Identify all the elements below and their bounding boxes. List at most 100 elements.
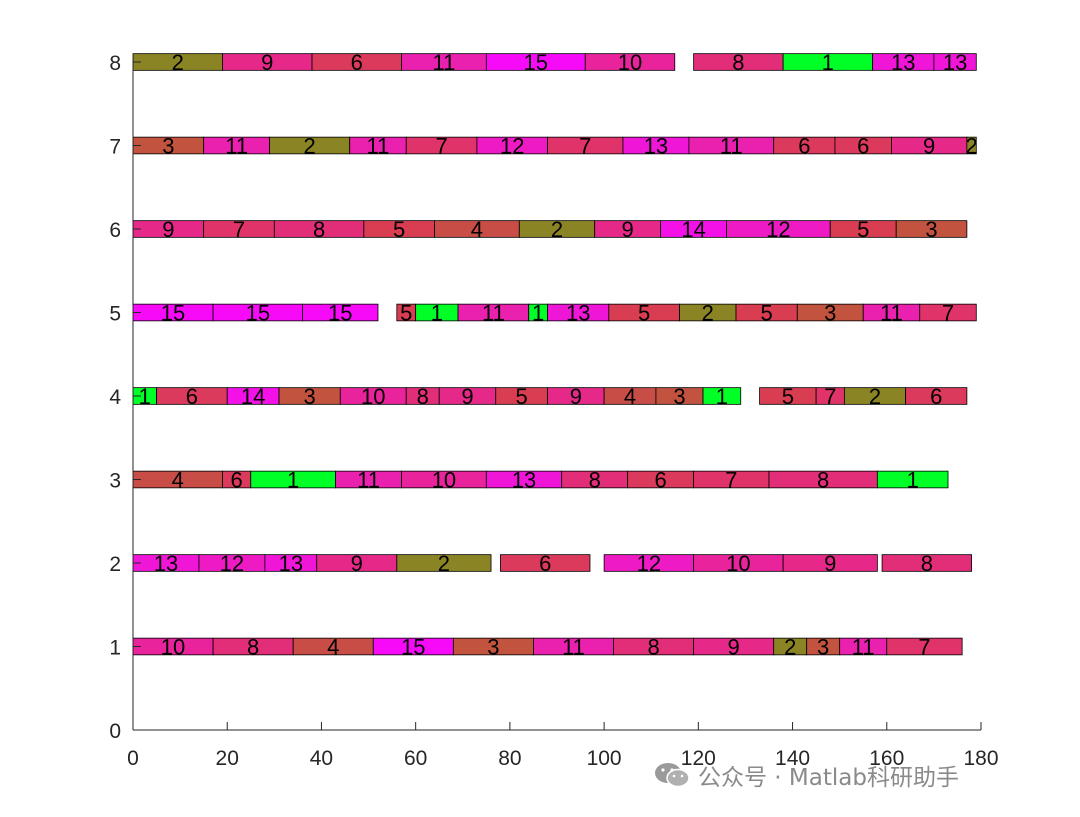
bar-label-m6-t9: 5: [857, 217, 869, 242]
bar-label-m1-t1: 8: [247, 635, 259, 660]
bar-label-m6-t0: 9: [162, 217, 174, 242]
bar-label-m8-t4: 15: [524, 50, 548, 75]
bar-label-m5-t4: 1: [431, 301, 443, 326]
bar-label-m4-t11: 1: [716, 384, 728, 409]
bar-label-m4-t13: 7: [824, 384, 836, 409]
x-tick-label: 80: [498, 747, 521, 770]
bar-label-m5-t5: 11: [482, 301, 505, 326]
bar-label-m1-t9: 3: [817, 635, 829, 660]
bar-m4-t15: [905, 387, 968, 405]
bar-label-m5-t7: 13: [566, 301, 590, 326]
bar-label-m8-t7: 1: [822, 50, 834, 75]
bar-label-m5-t12: 11: [880, 301, 903, 326]
bar-label-m6-t7: 14: [681, 217, 705, 242]
bar-label-m4-t2: 14: [241, 384, 265, 409]
x-tick-label: 0: [127, 747, 139, 770]
bar-m5-t13: [919, 303, 977, 322]
bar-m7-t12: [966, 136, 977, 155]
y-tick-label: 2: [109, 553, 121, 576]
x-tick-label: 100: [587, 747, 622, 770]
bar-label-m4-t0: 1: [139, 384, 151, 409]
y-tick-label: 4: [109, 386, 121, 409]
x-tick-label: 40: [310, 747, 333, 770]
bar-label-m7-t3: 11: [367, 134, 390, 159]
bar-label-m5-t13: 7: [942, 301, 954, 326]
watermark: 公众号 · Matlab科研助手: [652, 758, 959, 792]
bar-label-m8-t9: 13: [943, 50, 967, 75]
bar-label-m5-t1: 15: [246, 301, 270, 326]
bar-label-m4-t1: 6: [186, 384, 198, 409]
bar-label-m4-t9: 4: [624, 384, 636, 409]
y-tick-label: 1: [109, 637, 121, 660]
bar-label-m8-t6: 8: [732, 50, 744, 75]
bar-label-m6-t10: 3: [925, 217, 937, 242]
bar-m2-t4: [396, 554, 492, 572]
wechat-icon: [655, 763, 690, 788]
bar-label-m5-t10: 5: [761, 301, 773, 326]
x-tick-label: 60: [404, 747, 427, 770]
bar-labels-layer: 10 8 4 15 3 11 8 9 2 3 11 713 12 13 9 2 6 12 10 9 84 6 1 11 10 13…: [139, 50, 978, 660]
bar-label-m8-t5: 10: [618, 50, 642, 75]
bar-label-m1-t0: 10: [161, 635, 185, 660]
bar-label-m2-t7: 10: [726, 551, 750, 576]
bar-label-m8-t2: 6: [351, 50, 363, 75]
x-tick-label: 140: [775, 747, 810, 770]
bar-m2-t5: [500, 554, 591, 572]
bar-label-m5-t0: 15: [161, 301, 185, 326]
bar-label-m1-t11: 7: [918, 635, 930, 660]
bar-label-m7-t4: 7: [435, 134, 447, 159]
bar-label-m3-t2: 1: [287, 468, 299, 493]
bar-label-m1-t4: 3: [487, 635, 499, 660]
bar-m3-t10: [876, 470, 949, 489]
y-tick-label: 8: [109, 52, 121, 75]
bar-label-m4-t6: 9: [461, 384, 473, 409]
bar-label-m4-t7: 5: [516, 384, 528, 409]
bar-label-m3-t10: 1: [907, 468, 919, 493]
bar-label-m5-t8: 5: [638, 301, 650, 326]
bars-layer: [132, 53, 977, 656]
bar-label-m4-t14: 2: [869, 384, 881, 409]
bar-m4-t11: [702, 387, 742, 405]
bar-label-m3-t7: 6: [655, 468, 667, 493]
bar-label-m3-t8: 7: [725, 468, 737, 493]
bar-m2-t8: [782, 554, 878, 572]
x-tick-label: 20: [216, 747, 239, 770]
y-tick-label: 3: [109, 470, 121, 493]
bar-label-m4-t4: 10: [361, 384, 385, 409]
watermark-text: 公众号 · Matlab科研助手: [698, 765, 959, 791]
bar-m8-t5: [584, 53, 676, 71]
bar-label-m7-t10: 6: [857, 134, 869, 159]
bar-m5-t2: [302, 303, 379, 322]
bar-label-m4-t15: 6: [930, 384, 942, 409]
bar-label-m2-t5: 6: [539, 551, 551, 576]
bar-label-m7-t9: 6: [798, 134, 810, 159]
bar-label-m5-t9: 2: [702, 301, 714, 326]
bar-label-m3-t6: 8: [589, 468, 601, 493]
bar-label-m6-t2: 8: [313, 217, 325, 242]
bar-label-m8-t8: 13: [891, 50, 915, 75]
bar-label-m4-t8: 9: [570, 384, 582, 409]
bar-label-m7-t6: 7: [579, 134, 591, 159]
bar-label-m2-t9: 8: [921, 551, 933, 576]
bar-label-m7-t1: 11: [225, 134, 248, 159]
bar-label-m5-t11: 3: [824, 301, 836, 326]
bar-label-m3-t0: 4: [172, 468, 184, 493]
bar-label-m5-t2: 15: [328, 301, 352, 326]
bar-label-m7-t7: 13: [644, 134, 668, 159]
bar-m6-t10: [895, 220, 968, 238]
bar-label-m3-t1: 6: [231, 468, 243, 493]
bar-label-m6-t4: 4: [471, 217, 483, 242]
bar-label-m6-t1: 7: [233, 217, 245, 242]
bar-label-m1-t3: 15: [401, 635, 425, 660]
bar-label-m2-t0: 13: [154, 551, 178, 576]
bar-label-m3-t9: 8: [817, 468, 829, 493]
bar-label-m2-t2: 13: [279, 551, 303, 576]
bar-label-m1-t10: 11: [852, 635, 875, 660]
x-tick-label: 160: [869, 747, 904, 770]
y-tick-label: 0: [109, 720, 121, 743]
bar-label-m7-t2: 2: [304, 134, 316, 159]
bar-label-m7-t5: 12: [500, 134, 524, 159]
bar-label-m5-t6: 1: [532, 301, 544, 326]
